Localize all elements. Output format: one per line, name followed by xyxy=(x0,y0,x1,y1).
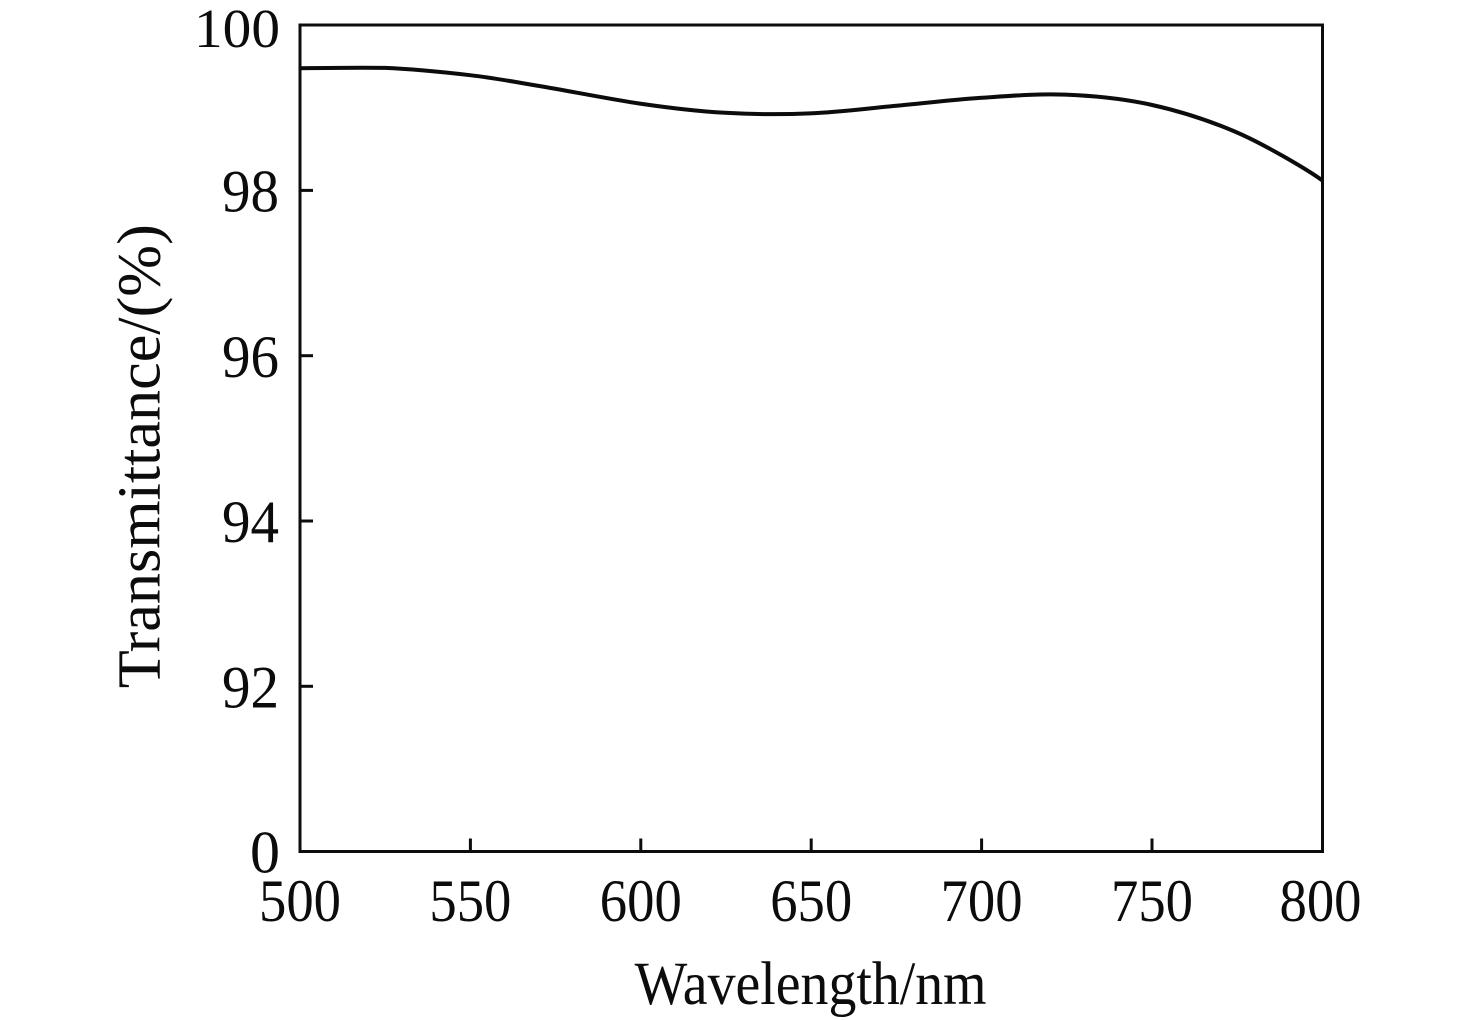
svg-text:800: 800 xyxy=(1280,868,1362,934)
svg-text:Transmittance/(%): Transmittance/(%) xyxy=(107,224,174,688)
svg-text:94: 94 xyxy=(222,489,279,555)
svg-text:550: 550 xyxy=(429,868,511,934)
svg-text:96: 96 xyxy=(222,324,279,390)
svg-text:500: 500 xyxy=(259,868,341,934)
svg-text:650: 650 xyxy=(770,868,852,934)
svg-text:700: 700 xyxy=(941,868,1023,934)
svg-text:98: 98 xyxy=(222,159,279,225)
svg-text:0: 0 xyxy=(250,820,280,886)
svg-text:100: 100 xyxy=(194,0,280,59)
svg-text:Wavelength/nm: Wavelength/nm xyxy=(635,951,987,1018)
svg-text:750: 750 xyxy=(1111,868,1193,934)
svg-text:600: 600 xyxy=(600,868,682,934)
svg-text:92: 92 xyxy=(222,654,279,720)
